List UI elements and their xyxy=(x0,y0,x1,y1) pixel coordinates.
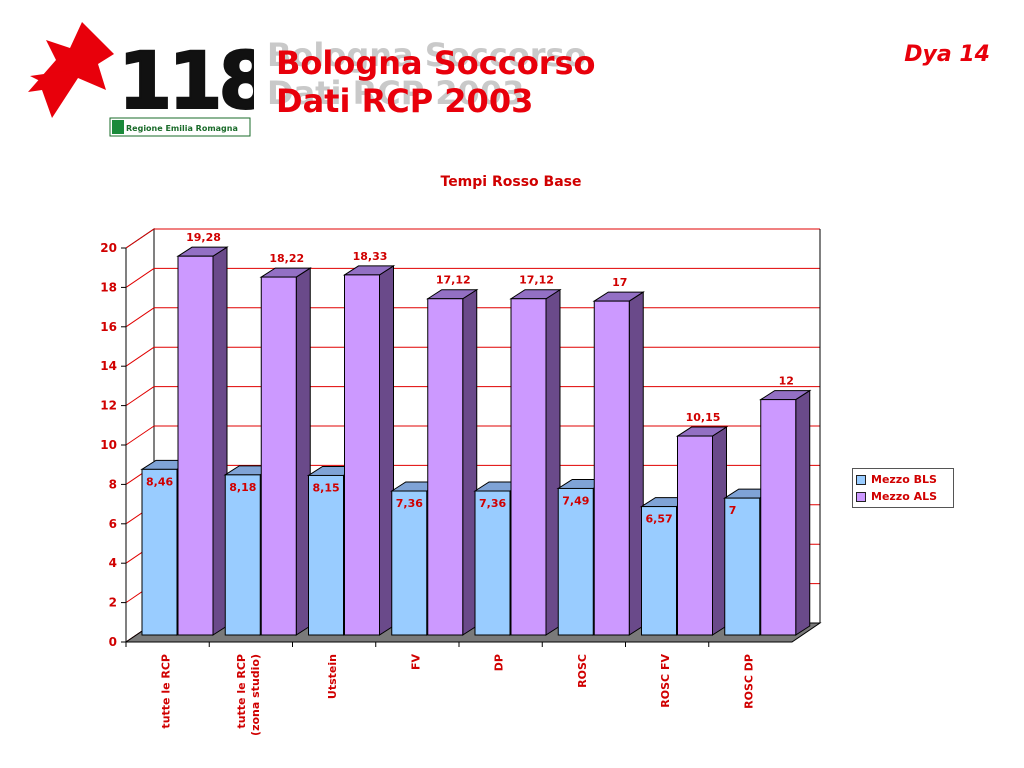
bar-als xyxy=(427,298,464,636)
x-category-label-line: Utstein xyxy=(326,654,339,699)
data-label: 17,12 xyxy=(436,274,471,287)
slide-number: Dya 14 xyxy=(904,42,990,67)
x-category-label: Utstein xyxy=(326,654,339,699)
logo-118: 118 Regione Emilia Romagna xyxy=(28,22,254,137)
gridline-diagonal xyxy=(125,425,155,446)
x-category-label-line: tutte le RCP xyxy=(235,654,248,729)
data-label: 10,15 xyxy=(686,411,721,424)
legend-label-als: Mezzo ALS xyxy=(871,490,938,503)
y-tick-label: 2 xyxy=(109,596,117,610)
chart-legend: Mezzo BLS Mezzo ALS xyxy=(852,468,954,508)
data-label: 19,28 xyxy=(186,231,221,244)
legend-swatch-bls xyxy=(856,474,866,485)
x-category-label-line: DP xyxy=(493,654,506,671)
x-category-label: DP xyxy=(493,654,506,671)
title-shadow: Bologna Soccorso Dati RCP 2003 xyxy=(267,36,587,112)
y-tick-label: 6 xyxy=(109,517,117,531)
bar-als xyxy=(760,399,797,636)
slide-title: Bologna Soccorso Dati RCP 2003 Bologna S… xyxy=(267,36,596,120)
gridline-diagonal xyxy=(125,386,155,407)
bar-als xyxy=(677,435,713,636)
bar-als xyxy=(593,300,630,636)
gridline-diagonal xyxy=(125,228,155,249)
bar-bls xyxy=(308,474,344,636)
x-category-label-line: ROSC DP xyxy=(742,654,755,709)
y-tick-label: 10 xyxy=(100,438,117,452)
bar-bls xyxy=(641,506,677,636)
x-category-label-line: (zona studio) xyxy=(249,654,262,736)
data-label: 7,36 xyxy=(479,497,506,510)
y-tick-label: 18 xyxy=(100,280,117,294)
bar-bls xyxy=(474,490,511,636)
data-label: 7,36 xyxy=(396,497,423,510)
bar-als xyxy=(260,276,297,636)
y-tick-label: 16 xyxy=(100,320,117,334)
x-category-label: FV xyxy=(409,654,422,671)
gridline-diagonal xyxy=(125,267,155,288)
logo-region: Regione Emilia Romagna xyxy=(126,124,238,133)
gridline-diagonal xyxy=(125,346,155,367)
data-label: 7 xyxy=(729,504,737,517)
bar-bls xyxy=(391,490,428,636)
data-label: 7,49 xyxy=(562,494,589,507)
x-category-label-line: tutte le RCP xyxy=(160,654,173,729)
data-label: 8,46 xyxy=(146,475,173,488)
y-tick-label: 14 xyxy=(100,359,117,373)
x-category-label-line: ROSC FV xyxy=(659,654,672,708)
x-category-label-line: FV xyxy=(409,654,422,671)
x-category-label: tutte le RCP xyxy=(160,654,173,729)
y-tick-label: 20 xyxy=(100,241,117,255)
y-tick-label: 0 xyxy=(109,635,117,649)
data-label: 17 xyxy=(612,276,627,289)
data-label: 8,15 xyxy=(313,481,340,494)
bar-bls xyxy=(224,474,261,636)
legend-swatch-als xyxy=(856,491,866,502)
x-category-label: ROSC FV xyxy=(659,654,672,708)
chart-title: Tempi Rosso Base xyxy=(441,174,582,190)
legend-item-als: Mezzo ALS xyxy=(856,488,950,505)
x-category-label: tutte le RCP(zona studio) xyxy=(235,654,262,736)
data-label: 18,33 xyxy=(353,250,388,263)
star-of-life-icon xyxy=(28,22,114,118)
bar-bls xyxy=(141,468,178,636)
bar-als xyxy=(344,274,380,636)
data-label: 18,22 xyxy=(269,252,304,265)
x-category-label: ROSC xyxy=(576,654,589,688)
bar-als xyxy=(510,298,547,636)
y-tick-label: 12 xyxy=(100,399,117,413)
y-tick-label: 8 xyxy=(109,477,117,491)
bar-bls xyxy=(557,487,594,636)
title-line-2: Dati RCP 2003 xyxy=(276,82,534,120)
x-category-label-line: ROSC xyxy=(576,654,589,688)
title-line-1: Bologna Soccorso xyxy=(276,44,596,82)
data-label: 17,12 xyxy=(519,274,554,287)
legend-item-bls: Mezzo BLS xyxy=(856,471,950,488)
bar-als xyxy=(177,255,214,636)
data-label: 6,57 xyxy=(646,513,673,526)
y-tick-label: 4 xyxy=(109,556,117,570)
data-label: 8,18 xyxy=(229,481,256,494)
data-label: 12 xyxy=(779,375,794,388)
bar-bls xyxy=(724,497,761,636)
logo-number: 118 xyxy=(118,37,254,127)
bar-side xyxy=(795,389,811,636)
gridline-diagonal xyxy=(125,307,155,328)
legend-label-bls: Mezzo BLS xyxy=(871,473,937,486)
x-category-label: ROSC DP xyxy=(742,654,755,709)
